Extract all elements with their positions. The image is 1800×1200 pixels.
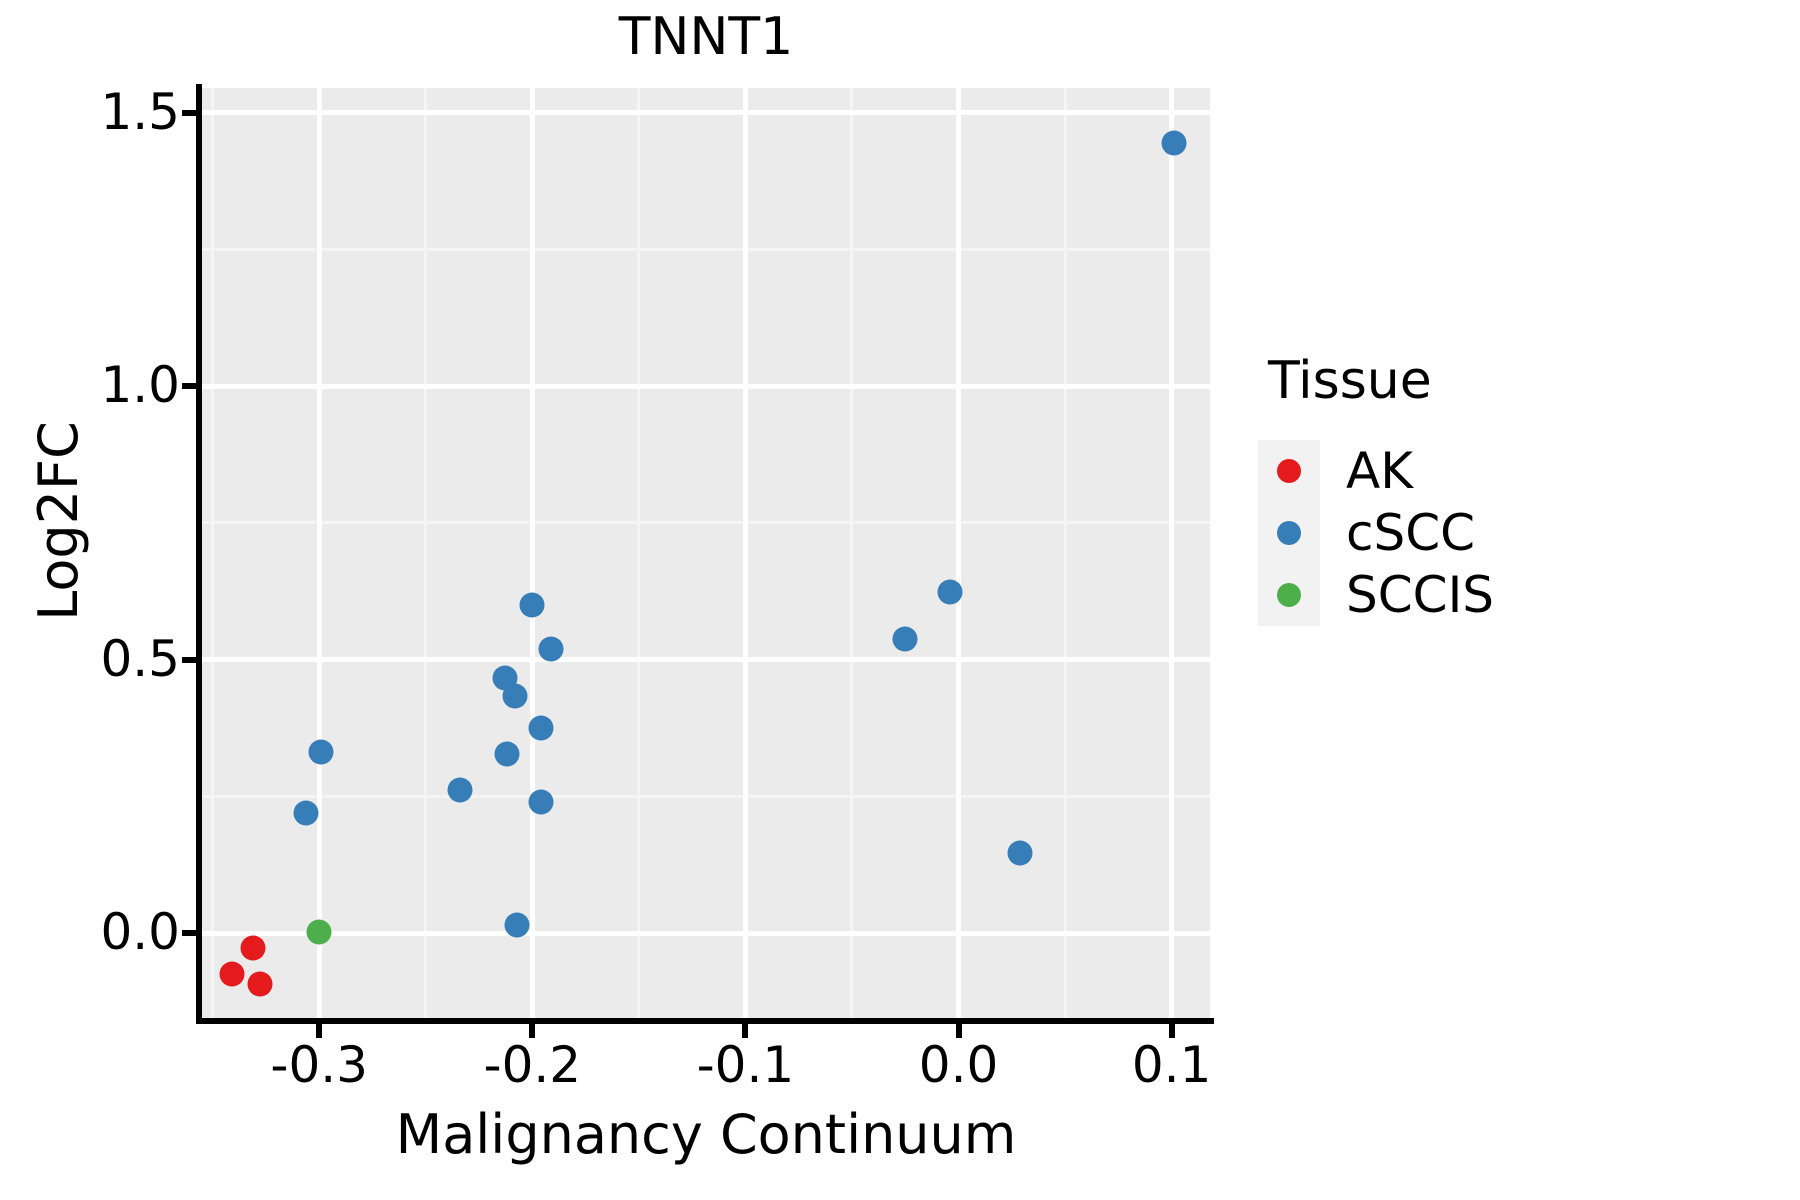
data-point-cscc bbox=[538, 636, 564, 662]
x-tick-label: 0.0 bbox=[918, 1036, 999, 1094]
grid-line-minor-y bbox=[202, 521, 1210, 525]
x-tick-mark bbox=[742, 1024, 749, 1038]
x-tick-label: -0.1 bbox=[696, 1036, 795, 1094]
y-tick-mark bbox=[182, 383, 196, 390]
data-point-cscc bbox=[447, 777, 473, 803]
legend-item-label: SCCIS bbox=[1346, 566, 1495, 624]
grid-line-major-y bbox=[202, 930, 1210, 936]
data-point-cscc bbox=[519, 592, 545, 618]
legend-dot-icon bbox=[1277, 521, 1301, 545]
x-tick-mark bbox=[529, 1024, 536, 1038]
x-axis-line bbox=[196, 1018, 1214, 1024]
grid-line-minor-x bbox=[850, 88, 854, 1018]
y-tick-label: 0.5 bbox=[100, 629, 180, 688]
grid-line-minor-x bbox=[637, 88, 641, 1018]
data-point-cscc bbox=[1161, 130, 1187, 156]
legend-title: Tissue bbox=[1268, 351, 1432, 411]
data-point-ak bbox=[247, 971, 273, 997]
grid-line-major-x bbox=[956, 88, 962, 1018]
x-tick-label: -0.2 bbox=[483, 1036, 582, 1094]
x-tick-label: 0.1 bbox=[1131, 1036, 1212, 1094]
legend-dot-icon bbox=[1277, 459, 1301, 483]
legend-item-label: AK bbox=[1346, 442, 1413, 500]
data-point-cscc bbox=[293, 800, 319, 826]
grid-line-major-y bbox=[202, 110, 1210, 116]
legend-dot-icon bbox=[1277, 583, 1301, 607]
x-tick-mark bbox=[955, 1024, 962, 1038]
y-tick-mark bbox=[182, 656, 196, 663]
plot-panel bbox=[202, 88, 1210, 1018]
grid-line-minor-x bbox=[1063, 88, 1067, 1018]
data-point-cscc bbox=[504, 912, 530, 938]
x-tick-mark bbox=[1168, 1024, 1175, 1038]
x-tick-mark bbox=[316, 1024, 323, 1038]
grid-line-minor-y bbox=[202, 794, 1210, 798]
y-tick-mark bbox=[182, 930, 196, 937]
x-axis-label: Malignancy Continuum bbox=[395, 1103, 1017, 1166]
data-point-ak bbox=[240, 935, 266, 961]
x-tick-label: -0.3 bbox=[270, 1036, 368, 1094]
legend-item-cscc[interactable]: cSCC bbox=[1258, 502, 1688, 564]
y-tick-label: 1.0 bbox=[100, 356, 180, 415]
legend-item-sccis[interactable]: SCCIS bbox=[1258, 564, 1688, 626]
grid-line-major-x bbox=[1169, 88, 1175, 1018]
data-point-cscc bbox=[528, 715, 554, 740]
grid-line-minor-x bbox=[424, 88, 428, 1018]
data-point-cscc bbox=[528, 789, 554, 815]
grid-line-minor-x bbox=[211, 88, 215, 1018]
data-point-sccis bbox=[306, 919, 332, 945]
data-point-cscc bbox=[494, 741, 520, 767]
y-tick-label: 0.0 bbox=[100, 903, 180, 962]
y-tick-label: 1.5 bbox=[100, 82, 180, 141]
legend: Tissue AK cSCC SCCIS bbox=[1258, 352, 1688, 626]
legend-items: AK cSCC SCCIS bbox=[1258, 440, 1688, 626]
grid-line-major-y bbox=[202, 657, 1210, 663]
data-point-cscc bbox=[892, 626, 918, 652]
grid-line-major-x bbox=[529, 88, 535, 1018]
data-point-ak bbox=[219, 961, 245, 987]
y-tick-mark bbox=[182, 109, 196, 116]
grid-line-major-y bbox=[202, 383, 1210, 389]
grid-line-minor-y bbox=[202, 247, 1210, 251]
data-point-cscc bbox=[502, 683, 528, 709]
legend-key-swatch bbox=[1258, 440, 1320, 502]
legend-item-label: cSCC bbox=[1346, 504, 1476, 562]
legend-key-swatch bbox=[1258, 564, 1320, 626]
page-title: TNNT1 bbox=[618, 7, 794, 67]
data-point-cscc bbox=[937, 579, 963, 605]
legend-key-swatch bbox=[1258, 502, 1320, 564]
y-axis-line bbox=[196, 84, 202, 1022]
legend-item-ak[interactable]: AK bbox=[1258, 440, 1688, 502]
grid-line-major-x bbox=[742, 88, 748, 1018]
grid-line-major-x bbox=[316, 88, 322, 1018]
y-axis-label: Log2FC bbox=[27, 421, 90, 621]
data-point-cscc bbox=[308, 739, 334, 765]
data-point-cscc bbox=[1007, 840, 1033, 866]
